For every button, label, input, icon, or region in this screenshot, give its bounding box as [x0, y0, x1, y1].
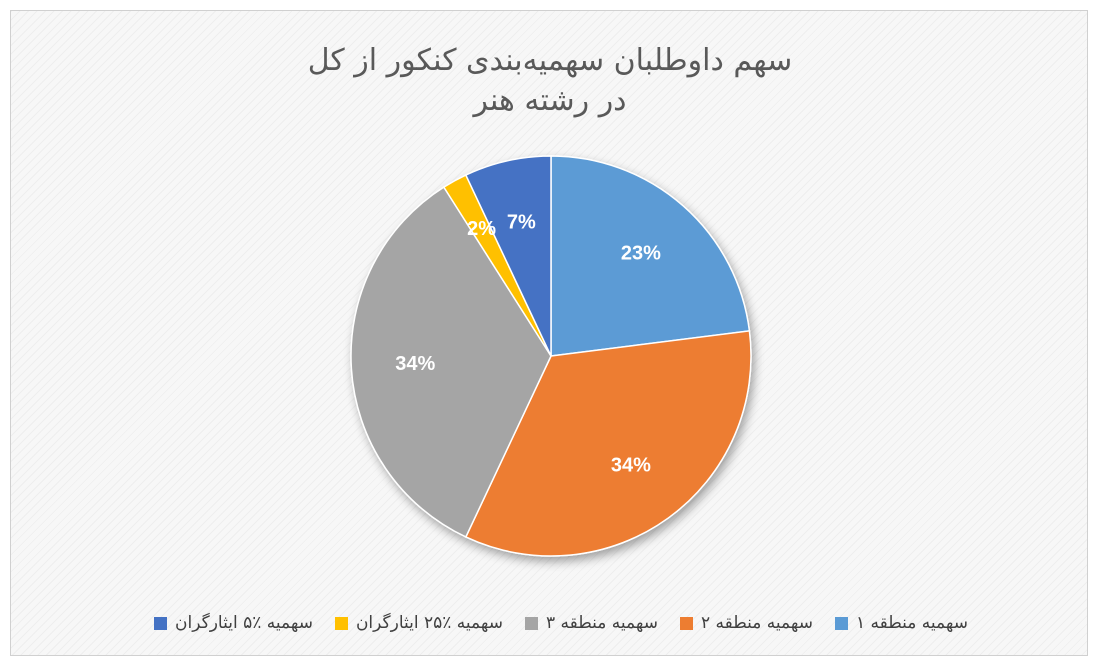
chart-legend: سهمیه منطقه ۱ سهمیه منطقه ۲ سهمیه منطقه ۳ س… [81, 607, 1041, 639]
legend-item-5: سهمیه ٪۵ ایثارگران [154, 613, 313, 633]
chart-area: سهم داوطلبان سهمیه‌بندی کنکور از کل در ر… [10, 10, 1088, 656]
chart-title-line-1: سهم داوطلبان سهمیه‌بندی کنکور از کل [307, 43, 793, 78]
data-label-2: 34% [611, 454, 651, 476]
pie-chart: 23% 34% 34% 2% 7% [350, 155, 752, 557]
pie-slice-1 [550, 155, 751, 357]
legend-swatch-2 [679, 616, 693, 630]
legend-swatch-1 [834, 616, 848, 630]
data-label-1: 23% [621, 242, 661, 264]
legend-label-2: سهمیه منطقه ۲ [700, 613, 813, 633]
legend-item-2: سهمیه منطقه ۲ [679, 613, 813, 633]
legend-swatch-4 [334, 616, 348, 630]
legend-label-3: سهمیه منطقه ۳ [545, 613, 658, 633]
legend-label-5: سهمیه ٪۵ ایثارگران [175, 613, 313, 633]
pie-slice-5 [464, 155, 552, 357]
data-label-5: 7% [507, 212, 536, 234]
legend-label-4: سهمیه ٪۲۵ ایثارگران [355, 613, 503, 633]
chart-title-line-2: در رشته هنر [473, 83, 627, 118]
chart-title: سهم داوطلبان سهمیه‌بندی کنکور از کل در ر… [11, 41, 1089, 121]
legend-item-4: سهمیه ٪۲۵ ایثارگران [334, 613, 503, 633]
pie-slice-3 [350, 186, 552, 538]
legend-swatch-5 [154, 616, 168, 630]
legend-item-1: سهمیه منطقه ۱ [834, 613, 968, 633]
legend-label-1: سهمیه منطقه ۱ [855, 613, 968, 633]
legend-item-3: سهمیه منطقه ۳ [524, 613, 658, 633]
data-label-3: 34% [395, 353, 435, 375]
legend-swatch-3 [524, 616, 538, 630]
data-label-4: 2% [467, 218, 496, 240]
